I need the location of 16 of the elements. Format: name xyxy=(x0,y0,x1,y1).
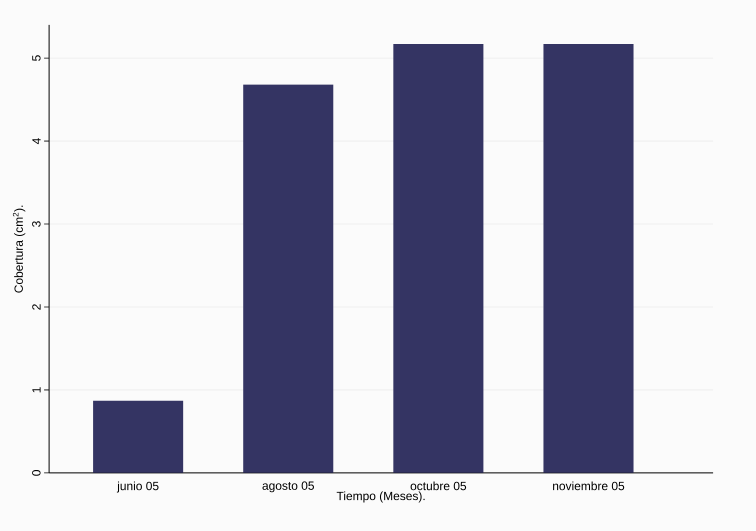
y-tick-label: 1 xyxy=(32,387,41,392)
bar xyxy=(93,400,184,473)
bar xyxy=(393,44,484,473)
y-tick-label: 3 xyxy=(32,221,41,227)
x-tick-label: noviembre 05 xyxy=(553,481,624,490)
y-tick-label: 5 xyxy=(32,55,41,61)
bar xyxy=(543,44,634,473)
y-axis-title: Cobertura (cm$^{2}$). xyxy=(12,206,26,293)
y-tick-label: 2 xyxy=(32,304,41,310)
x-tick-label: agosto 05 xyxy=(262,481,314,492)
x-tick-label: octubre 05 xyxy=(410,481,466,490)
y-tick-label: 4 xyxy=(32,138,41,144)
bar xyxy=(243,84,334,473)
x-axis-title: Tiempo (Meses). xyxy=(336,491,425,503)
x-tick-label: junio 05 xyxy=(116,481,159,493)
y-tick-label: 0 xyxy=(32,470,41,476)
